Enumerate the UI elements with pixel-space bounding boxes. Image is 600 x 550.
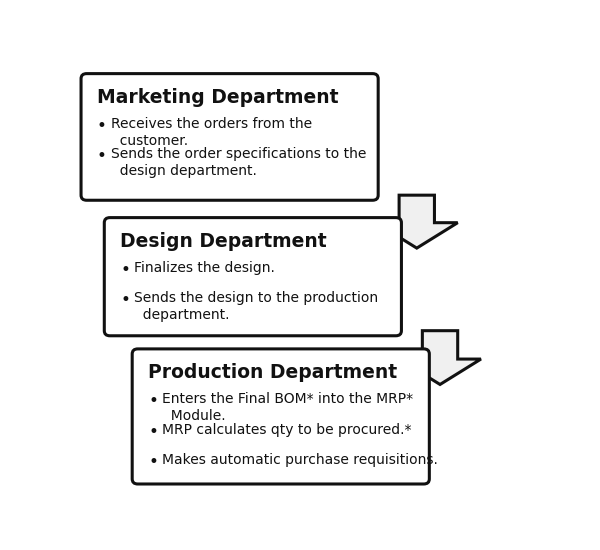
Text: •: • bbox=[97, 117, 107, 135]
Text: MRP calculates qty to be procured.*: MRP calculates qty to be procured.* bbox=[162, 422, 412, 437]
Text: Finalizes the design.: Finalizes the design. bbox=[134, 261, 275, 275]
FancyBboxPatch shape bbox=[81, 74, 378, 200]
Text: Receives the orders from the
  customer.: Receives the orders from the customer. bbox=[111, 117, 312, 147]
Text: Production Department: Production Department bbox=[148, 364, 397, 382]
FancyBboxPatch shape bbox=[104, 218, 401, 336]
Text: •: • bbox=[120, 292, 130, 309]
FancyBboxPatch shape bbox=[132, 349, 430, 484]
Text: Marketing Department: Marketing Department bbox=[97, 88, 338, 107]
Text: •: • bbox=[148, 422, 158, 441]
Polygon shape bbox=[376, 195, 458, 248]
Text: Enters the Final BOM* into the MRP*
  Module.: Enters the Final BOM* into the MRP* Modu… bbox=[162, 392, 413, 423]
Polygon shape bbox=[399, 331, 481, 384]
Text: Makes automatic purchase requisitions.: Makes automatic purchase requisitions. bbox=[162, 453, 438, 467]
Text: •: • bbox=[120, 261, 130, 279]
Text: Sends the design to the production
  department.: Sends the design to the production depar… bbox=[134, 292, 378, 322]
Text: •: • bbox=[97, 147, 107, 166]
Text: Design Department: Design Department bbox=[120, 232, 327, 251]
Text: •: • bbox=[148, 453, 158, 471]
Text: Sends the order specifications to the
  design department.: Sends the order specifications to the de… bbox=[111, 147, 366, 178]
Text: •: • bbox=[148, 392, 158, 410]
